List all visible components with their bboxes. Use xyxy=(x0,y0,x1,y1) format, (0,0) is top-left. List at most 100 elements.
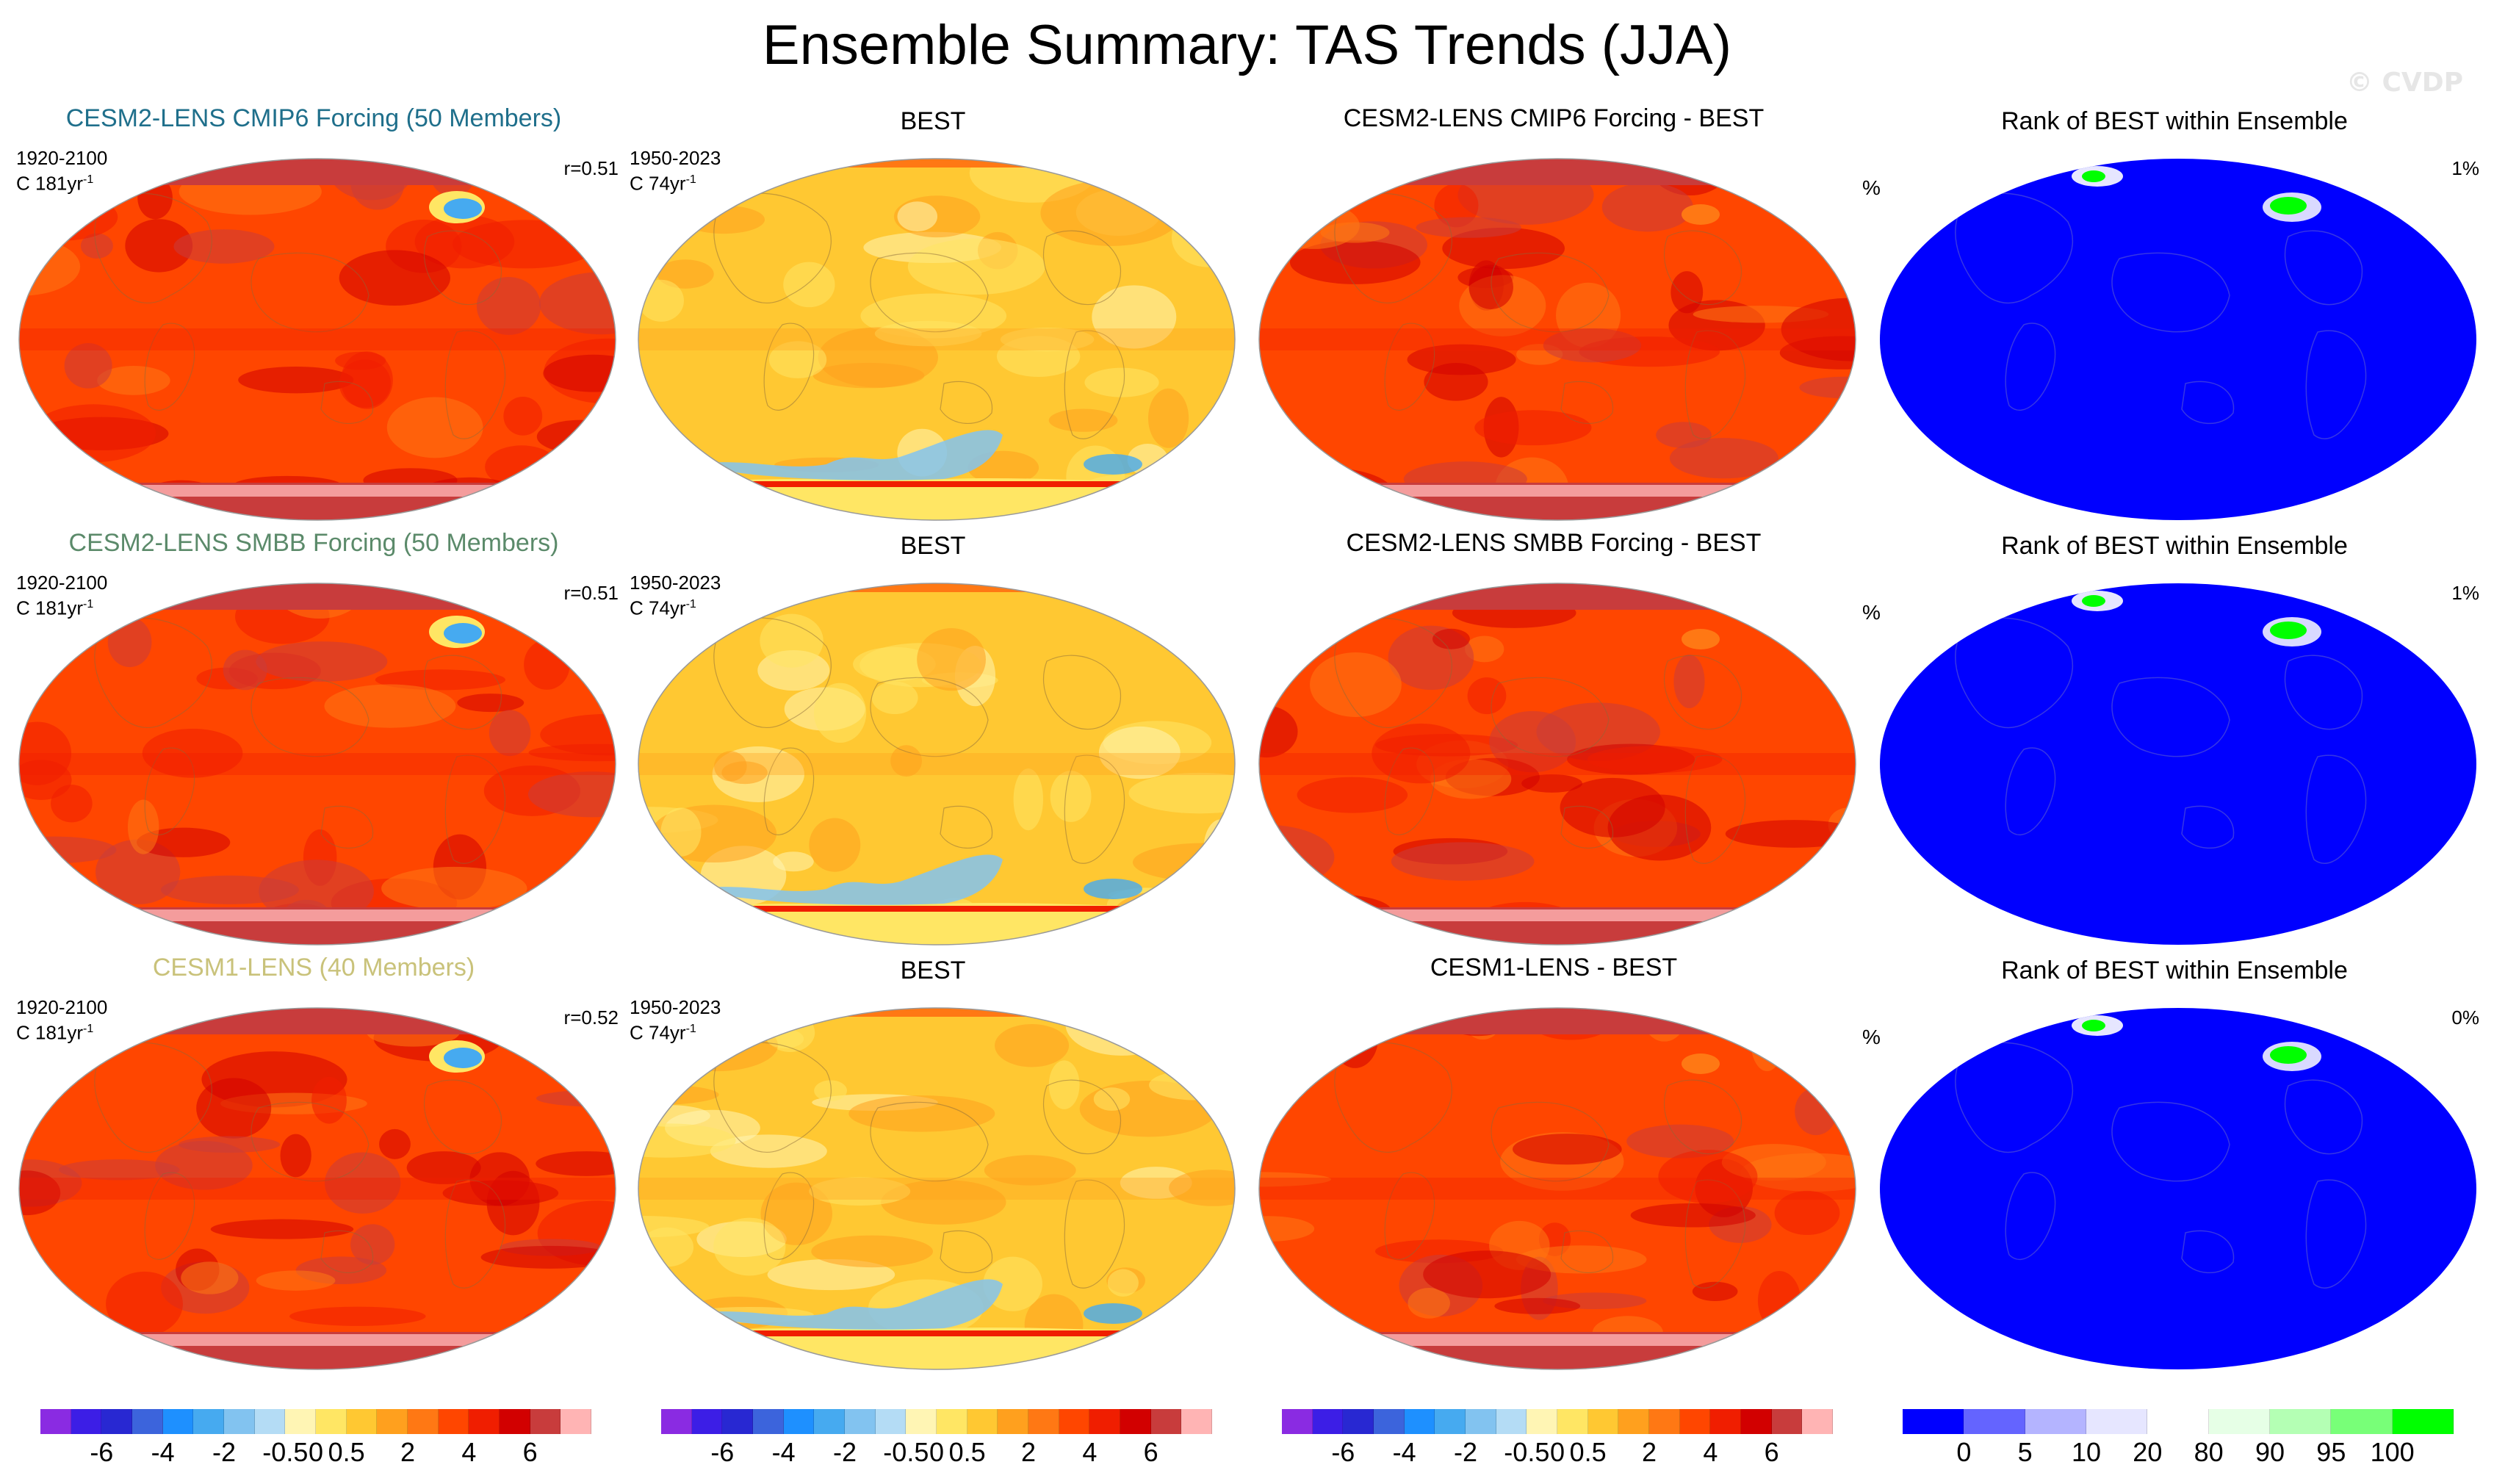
colorbar-rank xyxy=(1903,1409,2454,1434)
colorbar-swatch xyxy=(224,1409,255,1434)
rank-percent-label: 0% xyxy=(2451,1006,2479,1029)
units-label: C 181yr xyxy=(16,172,84,195)
panel-title: BEST xyxy=(900,107,966,135)
panel-rank: Rank of BEST within Ensemble% 0% xyxy=(1862,957,2479,1372)
colorbar-swatch xyxy=(285,1409,317,1434)
colorbar-tick-label: -2 xyxy=(212,1437,237,1467)
panel-obs: BEST 1950-2023 C 74yr-1 xyxy=(628,107,1238,523)
colorbar-swatch xyxy=(132,1409,163,1434)
percent-unit-label: % xyxy=(1862,1026,1881,1048)
panel-model: CESM2-LENS CMIP6 Forcing (50 Members) 192… xyxy=(9,104,619,523)
colorbar-swatch xyxy=(783,1409,815,1434)
colorbar-tick-label: -6 xyxy=(1331,1437,1355,1467)
colorbar-tick-label: -4 xyxy=(151,1437,175,1467)
colorbar-tick-label: -6 xyxy=(710,1437,735,1467)
colorbar-swatch xyxy=(661,1409,692,1434)
panel-title: Rank of BEST within Ensemble xyxy=(2001,107,2348,135)
period-label: 1920-2100 xyxy=(16,147,108,169)
rank-percent-label: 1% xyxy=(2451,582,2479,604)
period-label: 1950-2023 xyxy=(630,572,721,594)
units-exponent: -1 xyxy=(685,173,696,186)
colorbar-tick-label: 4 xyxy=(1082,1437,1098,1467)
units-label: C 181yr xyxy=(16,597,84,619)
colorbar-swatch xyxy=(1435,1409,1466,1434)
colorbar-swatch xyxy=(1466,1409,1496,1434)
panel-model: CESM1-LENS (40 Members) 1920-2100 C 181yr-… xyxy=(9,954,619,1372)
colorbar-tick-label: 0.5 xyxy=(948,1437,986,1467)
colorbar-swatch xyxy=(193,1409,225,1434)
colorbar-tick-label: 4 xyxy=(1703,1437,1718,1467)
map-model xyxy=(18,1007,616,1370)
panel-title: CESM2-LENS SMBB Forcing (50 Members) xyxy=(68,529,559,557)
colorbar-swatch xyxy=(1374,1409,1405,1434)
panel-title: Rank of BEST within Ensemble xyxy=(2001,957,2348,984)
colorbar-tick-label: 5 xyxy=(2017,1437,2033,1467)
colorbar-tick-label: 10 xyxy=(2071,1437,2102,1467)
colorbar-swatch xyxy=(1527,1409,1558,1434)
colorbar-trend xyxy=(661,1409,1213,1434)
colorbar-swatch xyxy=(71,1409,102,1434)
units-exponent: -1 xyxy=(83,598,94,610)
colorbar-swatch xyxy=(40,1409,71,1434)
colorbar-swatch xyxy=(1679,1409,1711,1434)
colorbar-swatch xyxy=(1181,1409,1213,1434)
colorbar-swatch xyxy=(561,1409,592,1434)
period-label: 1950-2023 xyxy=(630,996,721,1018)
units-label: C 74yr xyxy=(630,597,686,619)
units-exponent: -1 xyxy=(685,1023,696,1035)
colorbar-tick-label: 0 xyxy=(1549,1437,1565,1467)
period-units: 1920-2100 C 181yr-1 xyxy=(16,147,107,195)
colorbar-swatch xyxy=(1089,1409,1121,1434)
units-exponent: -1 xyxy=(83,173,94,186)
colorbar-tick-label: -6 xyxy=(90,1437,114,1467)
colorbar-tick-label: -0.5 xyxy=(262,1437,309,1467)
correlation-label: r=0.51 xyxy=(563,157,619,179)
colorbar-swatch xyxy=(2147,1409,2209,1434)
colorbar-swatch xyxy=(2269,1409,2332,1434)
colorbar-tick-label: 20 xyxy=(2133,1437,2163,1467)
colorbar-swatch xyxy=(906,1409,937,1434)
colorbar-tick-label: -2 xyxy=(832,1437,857,1467)
colorbar-tick-label: 90 xyxy=(2255,1437,2285,1467)
colorbar-trend xyxy=(40,1409,592,1434)
colorbar-tick-label: 0.5 xyxy=(328,1437,365,1467)
map-model xyxy=(18,158,616,521)
percent-unit-label: % xyxy=(1862,601,1881,624)
map-rank xyxy=(1880,583,2476,945)
period-units: 1920-2100 C 181yr-1 xyxy=(16,996,107,1044)
colorbar-swatch xyxy=(753,1409,784,1434)
map-diff xyxy=(1258,583,1856,945)
panel-title: CESM2-LENS CMIP6 Forcing (50 Members) xyxy=(65,104,562,132)
colorbar-swatch xyxy=(691,1409,723,1434)
colorbar-swatch xyxy=(967,1409,998,1434)
colorbar-swatch xyxy=(722,1409,754,1434)
colorbar-swatch xyxy=(814,1409,846,1434)
period-units: 1950-2023 C 74yr-1 xyxy=(630,572,721,619)
units-label: C 181yr xyxy=(16,1021,84,1044)
colorbar-swatch xyxy=(1343,1409,1374,1434)
colorbar-swatch xyxy=(346,1409,378,1434)
rank-percent-label: 1% xyxy=(2451,157,2479,179)
figure-title: Ensemble Summary: TAS Trends (JJA) xyxy=(762,14,1732,76)
panel-title: BEST xyxy=(900,532,966,560)
colorbar-swatch xyxy=(875,1409,907,1434)
panel-title: CESM1-LENS - BEST xyxy=(1430,954,1678,981)
colorbar-tick-label: 6 xyxy=(1143,1437,1158,1467)
colorbar-tick-label: -0.5 xyxy=(1504,1437,1550,1467)
colorbar-tick-label: 2 xyxy=(1641,1437,1657,1467)
colorbar-tick-label: 0.5 xyxy=(1569,1437,1607,1467)
panel-obs: BEST 1950-2023 C 74yr-1 xyxy=(628,957,1238,1372)
colorbar-swatch xyxy=(2086,1409,2148,1434)
map-obs xyxy=(638,583,1236,945)
colorbar-swatch xyxy=(408,1409,439,1434)
map-diff xyxy=(1258,158,1856,521)
colorbar-swatch xyxy=(254,1409,286,1434)
colorbar-swatch xyxy=(1120,1409,1151,1434)
colorbar-tick-label: 2 xyxy=(400,1437,416,1467)
panel-diff: CESM1-LENS - BEST xyxy=(1249,954,1859,1372)
period-units: 1950-2023 C 74yr-1 xyxy=(630,147,721,195)
panel-title: BEST xyxy=(900,957,966,984)
colorbar-swatch xyxy=(1059,1409,1090,1434)
correlation-label: r=0.52 xyxy=(563,1006,619,1029)
map-rank xyxy=(1880,159,2476,520)
